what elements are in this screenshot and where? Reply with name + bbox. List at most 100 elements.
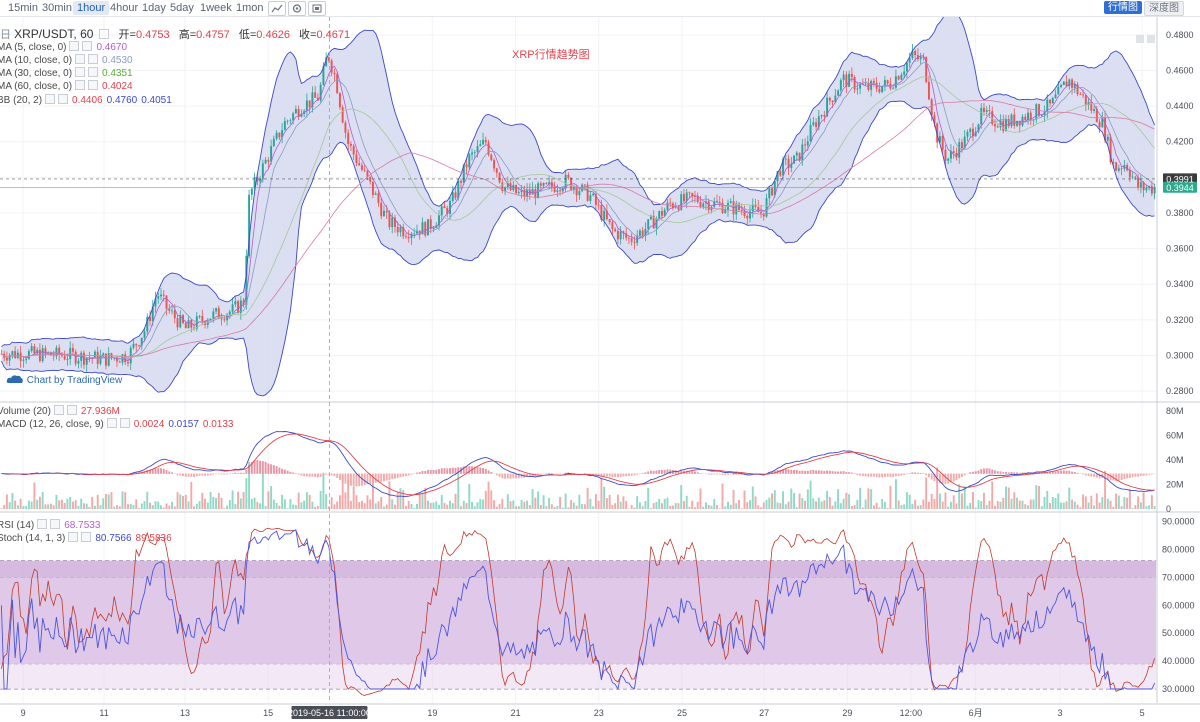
macd-histogram-bar — [479, 467, 482, 474]
view-chart-button[interactable]: 行情图 — [1104, 1, 1142, 14]
macd-histogram-bar — [501, 473, 504, 479]
volume-bar — [272, 499, 275, 509]
volume-bar — [864, 499, 867, 509]
volume-settings-icon[interactable] — [53, 405, 64, 415]
bb-close-icon[interactable] — [58, 94, 69, 104]
rsi-close-icon[interactable] — [50, 519, 61, 529]
macd-histogram-bar — [451, 467, 454, 474]
ma5-settings-icon[interactable] — [69, 41, 80, 51]
timeframe-5day[interactable]: 5day — [170, 2, 194, 14]
ma10-settings-icon[interactable] — [75, 54, 86, 64]
price-chart[interactable]: 0.4800 0.4600 0.4400 0.4200 0.4000 0.3800 0.36… — [0, 17, 1200, 722]
candle-body — [286, 120, 289, 122]
macd-histogram-bar — [658, 469, 661, 474]
volume-close-icon[interactable] — [66, 405, 77, 415]
macd-histogram-bar — [96, 473, 99, 475]
volume-bar — [118, 506, 121, 509]
volume-bar — [66, 498, 69, 509]
macd-settings-icon[interactable] — [106, 418, 117, 428]
volume-bar — [680, 485, 683, 509]
stoch-close-icon[interactable] — [81, 532, 92, 542]
volume-bar — [47, 504, 50, 509]
candle-body — [311, 92, 314, 108]
ma60-close-icon[interactable] — [88, 80, 99, 90]
volume-bar — [382, 506, 385, 509]
volume-bar — [82, 503, 85, 509]
candle-body — [594, 193, 597, 205]
volume-bar — [638, 502, 641, 509]
ma5-close-icon[interactable] — [82, 41, 93, 51]
candle-body — [994, 124, 996, 127]
stoch-settings-icon[interactable] — [68, 532, 79, 542]
macd-histogram-bar — [660, 470, 663, 474]
candle-body — [933, 115, 936, 124]
rsi-settings-icon[interactable] — [37, 519, 48, 529]
volume-bar — [1060, 502, 1063, 509]
candle-body — [812, 122, 815, 126]
volume-bar — [105, 494, 107, 509]
candle-body — [388, 212, 391, 228]
candle-body — [402, 226, 405, 237]
candle-body — [352, 145, 355, 155]
price-tick-label: 0.3400 — [1166, 279, 1194, 289]
bollinger-upper-line — [1, 17, 1156, 348]
macd-histogram-bar — [259, 460, 262, 474]
macd-histogram-bar — [272, 465, 275, 474]
candle-body — [955, 152, 958, 158]
candle-body — [102, 353, 105, 356]
fullscreen-icon[interactable] — [308, 1, 326, 16]
ma60-line — [1, 99, 1155, 358]
volume-bar — [960, 493, 963, 509]
volume-bar — [1065, 501, 1068, 509]
volume-bar — [974, 507, 977, 509]
bollinger-lower-line — [0, 100, 1155, 397]
legend-toggle-icon[interactable] — [99, 29, 110, 39]
volume-bar — [922, 499, 925, 509]
timeframe-30min[interactable]: 30min — [42, 2, 72, 14]
crosshair-time-label: 2019-05-16 11:00:00 — [288, 708, 371, 718]
macd-histogram-bar — [275, 466, 278, 474]
candle-body — [567, 174, 570, 178]
volume-bar — [677, 503, 680, 509]
price-tick-label: 0.4400 — [1166, 101, 1194, 111]
ma10-close-icon[interactable] — [88, 54, 99, 64]
macd-histogram-bar — [663, 469, 666, 474]
candle-body — [333, 72, 336, 75]
timeframe-1mon[interactable]: 1mon — [236, 2, 264, 14]
volume-bar — [578, 494, 581, 509]
macd-histogram-bar — [457, 467, 460, 474]
candle-body — [391, 217, 394, 228]
macd-histogram-bar — [349, 473, 352, 486]
candle-body — [451, 192, 454, 202]
candle-body — [966, 132, 969, 137]
ma30-close-icon[interactable] — [88, 67, 99, 77]
tradingview-watermark[interactable]: Chart by TradingView — [6, 374, 122, 386]
timeframe-15min[interactable]: 15min — [8, 2, 38, 14]
macd-histogram-bar — [713, 473, 716, 475]
volume-bar — [743, 490, 746, 509]
ma30-settings-icon[interactable] — [75, 67, 86, 77]
candle-body — [666, 202, 669, 210]
candle-body — [195, 316, 198, 329]
macd-histogram-bar — [289, 471, 292, 474]
timeframe-1week[interactable]: 1week — [200, 2, 232, 14]
ma60-settings-icon[interactable] — [75, 80, 86, 90]
candle-body — [479, 144, 482, 147]
macd-histogram-bar — [171, 472, 173, 474]
bb-settings-icon[interactable] — [45, 94, 56, 104]
view-depth-button[interactable]: 深度图 — [1144, 1, 1184, 16]
candle-body — [347, 132, 350, 144]
indicator-icon[interactable] — [268, 1, 286, 16]
settings-gear-icon[interactable] — [288, 1, 306, 16]
volume-bar — [314, 506, 317, 509]
volume-bar — [201, 492, 204, 509]
candle-body — [118, 361, 121, 363]
timeframe-4hour[interactable]: 4hour — [110, 2, 139, 14]
macd-histogram-bar — [105, 473, 107, 475]
macd-close-icon[interactable] — [119, 418, 130, 428]
timeframe-1day[interactable]: 1day — [142, 2, 166, 14]
candle-body — [487, 142, 490, 155]
timeframe-1hour[interactable]: 1hour — [73, 1, 110, 15]
macd-histogram-bar — [694, 471, 696, 474]
candle-body — [806, 141, 809, 146]
